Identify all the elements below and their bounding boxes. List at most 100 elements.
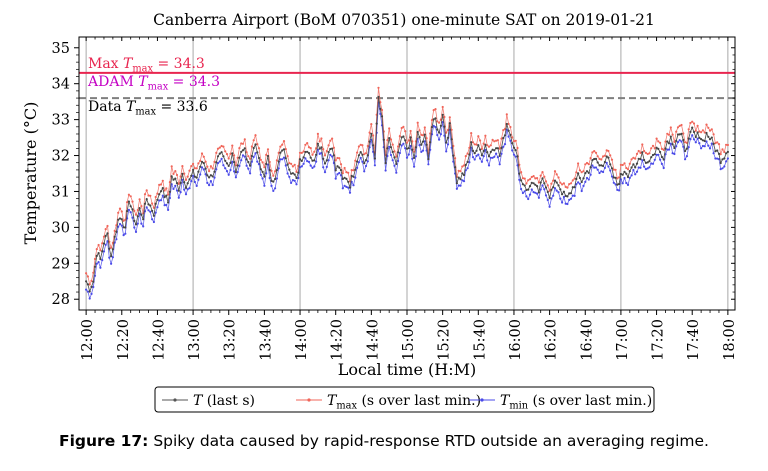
data-point	[311, 159, 314, 162]
data-point	[129, 205, 132, 208]
data-point	[167, 193, 170, 196]
data-point	[172, 187, 175, 190]
data-point	[199, 165, 202, 168]
data-point	[514, 139, 517, 142]
data-point	[298, 158, 302, 161]
data-point	[331, 155, 334, 158]
data-point	[530, 188, 533, 191]
data-point	[591, 159, 594, 162]
data-point	[651, 153, 655, 157]
data-point	[445, 141, 448, 144]
data-point	[618, 189, 621, 192]
data-point	[582, 184, 585, 187]
data-point	[102, 250, 106, 253]
data-point	[641, 151, 644, 154]
data-point	[714, 150, 717, 153]
data-point	[256, 151, 259, 154]
series-t-last-s-markers	[85, 95, 730, 293]
data-point	[306, 160, 309, 163]
caption-label: Figure 17:	[59, 432, 149, 450]
data-point	[133, 219, 136, 222]
data-point	[584, 163, 587, 166]
data-point	[341, 177, 344, 181]
data-point	[257, 147, 261, 150]
data-point	[557, 191, 560, 194]
data-point	[110, 246, 113, 249]
data-point	[316, 132, 319, 135]
data-point	[411, 140, 414, 143]
data-point	[206, 181, 209, 184]
data-point	[423, 126, 426, 129]
data-point	[675, 139, 678, 142]
data-point	[149, 210, 152, 213]
data-point	[85, 272, 88, 275]
data-point	[233, 161, 236, 164]
data-point	[174, 170, 177, 173]
data-point	[179, 191, 182, 194]
data-point	[151, 202, 154, 205]
data-point	[311, 166, 314, 169]
data-point	[259, 158, 262, 161]
data-point	[484, 143, 487, 146]
data-point	[165, 203, 168, 206]
data-point	[177, 196, 180, 199]
data-point	[95, 254, 98, 257]
data-point	[104, 243, 107, 246]
data-point	[152, 206, 155, 209]
data-point	[432, 109, 435, 112]
data-point	[227, 157, 230, 160]
data-point	[655, 137, 658, 140]
data-point	[673, 140, 676, 143]
x-tick-label: 16:40	[579, 319, 595, 361]
data-point	[113, 235, 116, 238]
data-point	[284, 148, 287, 151]
data-point	[548, 189, 551, 192]
data-point	[610, 175, 614, 178]
data-point	[318, 140, 321, 143]
data-point	[322, 166, 325, 169]
data-point	[446, 136, 450, 139]
data-point	[322, 157, 325, 160]
data-point	[104, 228, 107, 231]
data-point	[430, 126, 434, 129]
data-point	[532, 175, 535, 178]
data-point	[99, 257, 102, 261]
data-point	[106, 224, 109, 228]
data-point	[229, 152, 232, 155]
data-point	[580, 180, 583, 184]
data-point	[286, 163, 289, 166]
data-point	[553, 187, 557, 190]
data-point	[97, 252, 100, 255]
data-point	[473, 143, 476, 146]
data-point	[259, 168, 262, 171]
data-point	[591, 151, 594, 154]
data-tmax-label: Data Tmax = 33.6	[88, 99, 208, 118]
data-point	[675, 130, 678, 133]
data-point	[696, 124, 699, 127]
data-point	[363, 170, 366, 173]
data-point	[241, 154, 245, 157]
data-point	[304, 150, 307, 154]
data-point	[698, 136, 701, 139]
data-point	[539, 181, 542, 184]
data-point	[512, 146, 516, 149]
data-point	[587, 178, 590, 181]
data-point	[368, 131, 371, 134]
data-point	[265, 172, 268, 175]
data-point	[208, 176, 211, 179]
data-point	[596, 168, 599, 171]
data-point	[634, 173, 637, 176]
data-point	[584, 180, 587, 183]
data-point	[546, 184, 549, 187]
data-point	[432, 118, 435, 121]
data-point	[705, 131, 708, 135]
data-point	[667, 133, 671, 136]
data-point	[315, 160, 318, 163]
data-point	[495, 152, 498, 155]
data-point	[163, 196, 166, 199]
data-point	[489, 156, 492, 159]
data-point	[420, 143, 423, 146]
data-point	[525, 195, 528, 198]
data-point	[288, 175, 291, 178]
data-point	[152, 214, 155, 217]
